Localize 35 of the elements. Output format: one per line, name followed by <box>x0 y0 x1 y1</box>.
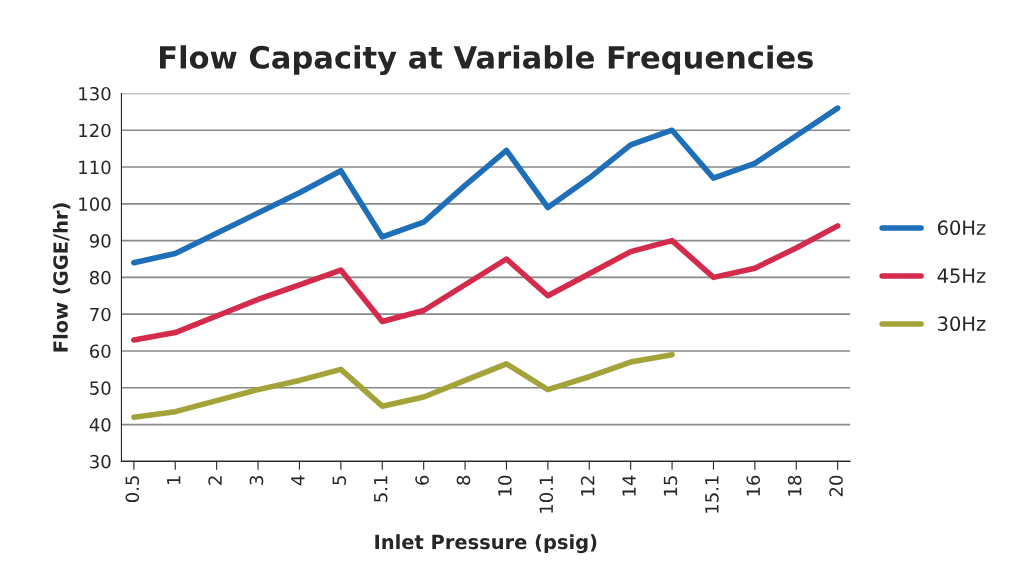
x-tick-label: 16 <box>746 475 761 496</box>
x-tick-label: 3 <box>249 476 264 485</box>
y-tick-label: 40 <box>89 418 111 432</box>
x-tick-label: 5.1 <box>374 476 388 502</box>
x-tick-label: 10.1 <box>539 476 554 513</box>
y-tick-label: 80 <box>89 270 111 285</box>
x-tick-label: 12 <box>580 476 595 496</box>
x-tick-label: 15.1 <box>705 476 719 513</box>
x-tick-label: 5 <box>332 476 347 485</box>
x-tick-label: 1 <box>167 476 181 485</box>
x-tick-label: 2 <box>208 476 222 485</box>
legend-label: 60Hz <box>937 220 986 236</box>
y-tick-label: 90 <box>89 234 111 248</box>
y-tick-label: 70 <box>90 307 111 322</box>
x-tick-label: 0.5 <box>125 476 140 503</box>
y-tick-label: 50 <box>90 381 111 395</box>
x-tick-label: 18 <box>787 475 802 496</box>
x-tick-label: 14 <box>622 475 636 496</box>
x-tick-label: 15 <box>663 476 678 496</box>
y-tick-label: 30 <box>90 454 111 469</box>
y-tick-label: 60 <box>90 344 111 359</box>
y-tick-label: 130 <box>79 86 111 101</box>
y-tick-label: 100 <box>79 197 111 211</box>
legend-label: 30Hz <box>938 316 986 332</box>
y-tick-label: 120 <box>79 123 111 138</box>
x-tick-label: 20 <box>829 475 843 497</box>
x-tick-label: 4 <box>291 475 305 486</box>
x-tick-label: 8 <box>456 475 471 485</box>
y-axis-title: Flow (GGE/hr) <box>52 203 71 352</box>
x-axis-title: Inlet Pressure (psig) <box>375 534 597 554</box>
x-tick-label: 6 <box>415 475 429 485</box>
chart-title: Flow Capacity at Variable Frequencies <box>160 45 813 76</box>
y-tick-label: 110 <box>79 160 111 175</box>
x-tick-label: 10 <box>498 475 512 496</box>
legend-label: 45Hz <box>937 268 986 284</box>
